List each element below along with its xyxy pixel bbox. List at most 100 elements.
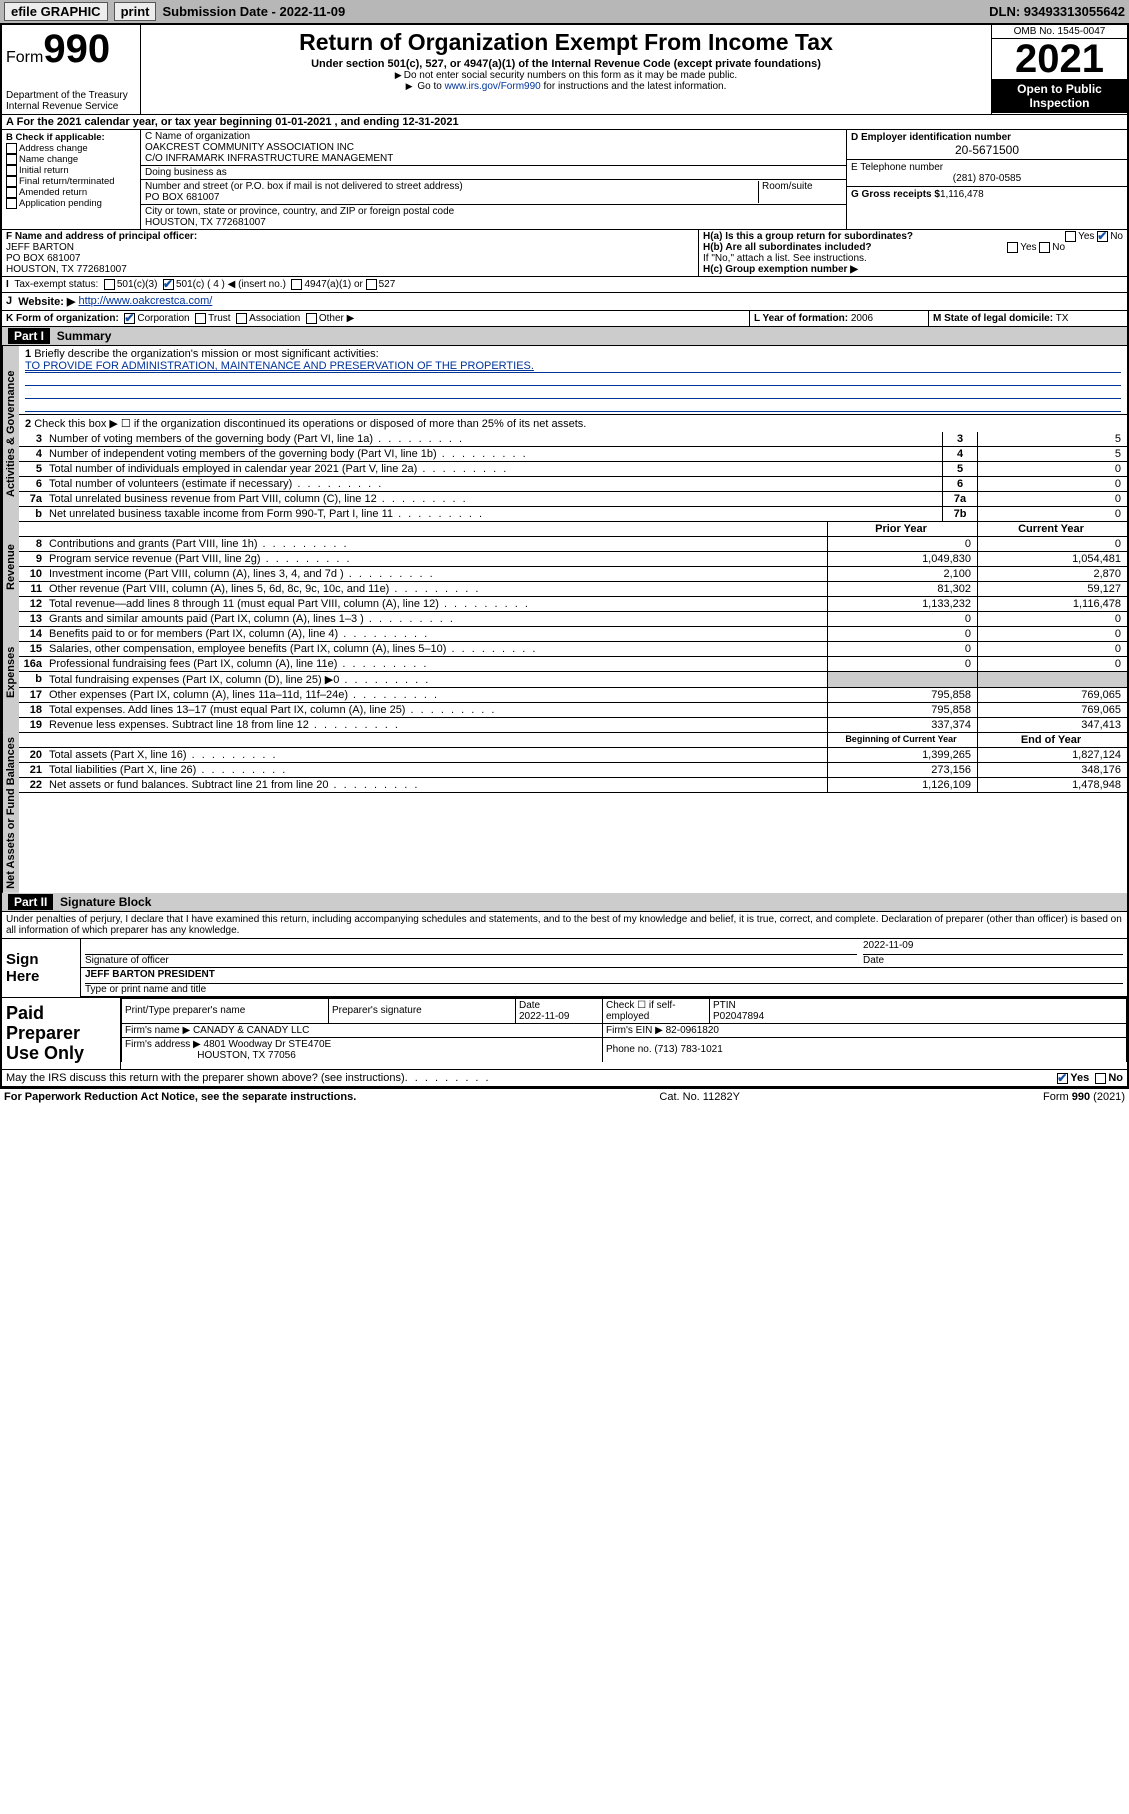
table-row: 13Grants and similar amounts paid (Part … (19, 612, 1127, 627)
topbar: efile GRAPHIC print Submission Date - 20… (0, 0, 1129, 23)
instructions-link[interactable]: www.irs.gov/Form990 (445, 81, 541, 92)
org-name-2: C/O INFRAMARK INFRASTRUCTURE MANAGEMENT (145, 153, 393, 164)
dln: DLN: 93493313055642 (989, 4, 1125, 19)
chk-hb-no[interactable] (1039, 242, 1050, 253)
mission-text: TO PROVIDE FOR ADMINISTRATION, MAINTENAN… (25, 360, 1121, 373)
table-row: 7aTotal unrelated business revenue from … (19, 492, 1127, 507)
dba-label: Doing business as (141, 166, 846, 180)
subtitle-3: Go to www.irs.gov/Form990 for instructio… (147, 81, 985, 92)
table-row: 5Total number of individuals employed in… (19, 462, 1127, 477)
tab-net-assets: Net Assets or Fund Balances (2, 733, 19, 893)
dept-label: Department of the Treasury (6, 90, 136, 101)
header-right: OMB No. 1545-0047 2021 Open to Public In… (991, 25, 1127, 114)
chk-final[interactable] (6, 176, 17, 187)
table-row: 11Other revenue (Part VIII, column (A), … (19, 582, 1127, 597)
form-title: Return of Organization Exempt From Incom… (147, 29, 985, 56)
chk-name[interactable] (6, 154, 17, 165)
chk-4947[interactable] (291, 279, 302, 290)
chk-amended[interactable] (6, 187, 17, 198)
line-j: J Website: ▶ http://www.oakcrestca.com/ (2, 293, 1127, 311)
public-inspection: Open to Public Inspection (992, 79, 1127, 113)
firm-ein: 82-0961820 (666, 1025, 719, 1036)
table-row: 8Contributions and grants (Part VIII, li… (19, 537, 1127, 552)
chk-501c3[interactable] (104, 279, 115, 290)
street: PO BOX 681007 (145, 192, 220, 203)
table-row: 20Total assets (Part X, line 16)1,399,26… (19, 748, 1127, 763)
table-row: 9Program service revenue (Part VIII, lin… (19, 552, 1127, 567)
tab-governance: Activities & Governance (2, 346, 19, 522)
rev-lines: Prior YearCurrent Year 8Contributions an… (19, 522, 1127, 612)
declaration: Under penalties of perjury, I declare th… (2, 912, 1127, 938)
line-1: 1 Briefly describe the organization's mi… (19, 346, 1127, 415)
line-m: M State of legal domicile: TX (928, 311, 1127, 326)
chk-501c[interactable] (163, 279, 174, 290)
subtitle-1: Under section 501(c), 527, or 4947(a)(1)… (147, 58, 985, 70)
form-frame: Form990 Department of the Treasury Inter… (0, 23, 1129, 1088)
firm-addr2: HOUSTON, TX 77056 (197, 1050, 296, 1061)
tab-revenue: Revenue (2, 522, 19, 612)
tax-year: 2021 (992, 39, 1127, 79)
telephone: (281) 870-0585 (851, 173, 1123, 184)
website-link[interactable]: http://www.oakcrestca.com/ (78, 295, 212, 308)
col-b-checkboxes: B Check if applicable: Address change Na… (2, 130, 141, 229)
line-i: I Tax-exempt status: 501(c)(3) 501(c) ( … (2, 277, 1127, 293)
header-mid: Return of Organization Exempt From Incom… (141, 25, 991, 114)
firm-addr1: 4801 Woodway Dr STE470E (204, 1039, 332, 1050)
chk-may-yes[interactable] (1057, 1073, 1068, 1084)
chk-initial[interactable] (6, 165, 17, 176)
chk-ha-no[interactable] (1097, 231, 1108, 242)
chk-trust[interactable] (195, 313, 206, 324)
chk-ha-yes[interactable] (1065, 231, 1076, 242)
table-row: 16aProfessional fundraising fees (Part I… (19, 657, 1127, 672)
chk-app-pending[interactable] (6, 198, 17, 209)
efile-button[interactable]: efile GRAPHIC (4, 2, 108, 21)
table-row: 12Total revenue—add lines 8 through 11 (… (19, 597, 1127, 612)
chk-may-no[interactable] (1095, 1073, 1106, 1084)
ptin: P02047894 (713, 1011, 764, 1022)
line-a: A For the 2021 calendar year, or tax yea… (2, 115, 1127, 130)
preparer-block: Paid Preparer Use Only Print/Type prepar… (2, 997, 1127, 1069)
chk-other[interactable] (306, 313, 317, 324)
table-row: 14Benefits paid to or for members (Part … (19, 627, 1127, 642)
table-row: 10Investment income (Part VIII, column (… (19, 567, 1127, 582)
part2-header: Part II Signature Block (2, 893, 1127, 912)
chk-527[interactable] (366, 279, 377, 290)
table-row: 6Total number of volunteers (estimate if… (19, 477, 1127, 492)
chk-address[interactable] (6, 143, 17, 154)
line-k: K Form of organization: Corporation Trus… (2, 311, 749, 326)
table-row: 21Total liabilities (Part X, line 26)273… (19, 763, 1127, 778)
form-label: Form (6, 49, 43, 66)
principal-officer: F Name and address of principal officer:… (2, 230, 698, 276)
chk-hb-yes[interactable] (1007, 242, 1018, 253)
ein: 20-5671500 (851, 143, 1123, 157)
gov-lines: 3Number of voting members of the governi… (19, 432, 1127, 522)
may-discuss: May the IRS discuss this return with the… (2, 1069, 1127, 1086)
table-row: 3Number of voting members of the governi… (19, 432, 1127, 447)
table-row: 19Revenue less expenses. Subtract line 1… (19, 718, 1127, 733)
h-block: H(a) Is this a group return for subordin… (698, 230, 1127, 276)
firm-name: CANADY & CANADY LLC (193, 1025, 309, 1036)
name-block: C Name of organizationOAKCREST COMMUNITY… (141, 130, 846, 229)
part1-header: Part I Summary (2, 327, 1127, 346)
exp-lines: 13Grants and similar amounts paid (Part … (19, 612, 1127, 733)
officer-name: JEFF BARTON PRESIDENT (85, 969, 215, 980)
form-number: 990 (43, 27, 110, 71)
line-l: L Year of formation: 2006 (749, 311, 928, 326)
col-right: D Employer identification number20-56715… (846, 130, 1127, 229)
subtitle-2: Do not enter social security numbers on … (147, 70, 985, 81)
table-row: 22Net assets or fund balances. Subtract … (19, 778, 1127, 793)
irs-label: Internal Revenue Service (6, 101, 136, 112)
tab-expenses: Expenses (2, 612, 19, 733)
net-lines: Beginning of Current YearEnd of Year 20T… (19, 733, 1127, 793)
chk-assoc[interactable] (236, 313, 247, 324)
org-name-1: OAKCREST COMMUNITY ASSOCIATION INC (145, 142, 354, 153)
city: HOUSTON, TX 772681007 (145, 217, 266, 228)
header-left: Form990 Department of the Treasury Inter… (2, 25, 141, 114)
firm-phone: (713) 783-1021 (654, 1044, 722, 1055)
table-row: 17Other expenses (Part IX, column (A), l… (19, 688, 1127, 703)
line-2: 2 Check this box ▶ ☐ if the organization… (19, 415, 1127, 432)
table-row: 15Salaries, other compensation, employee… (19, 642, 1127, 657)
table-row: bNet unrelated business taxable income f… (19, 507, 1127, 522)
chk-corp[interactable] (124, 313, 135, 324)
print-button[interactable]: print (114, 2, 157, 21)
